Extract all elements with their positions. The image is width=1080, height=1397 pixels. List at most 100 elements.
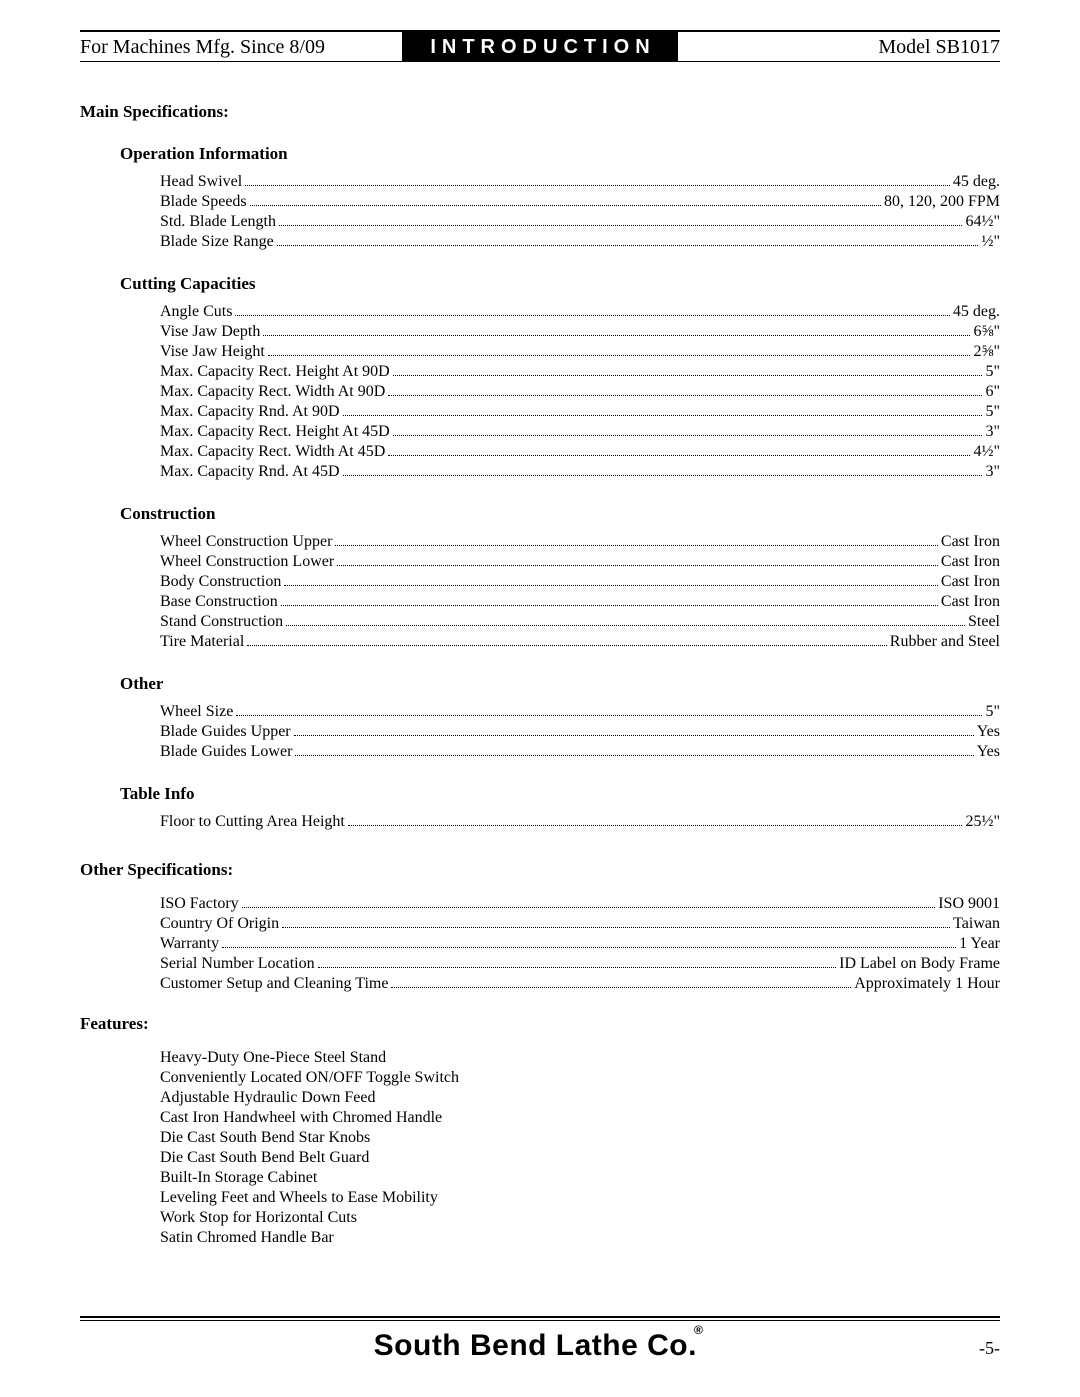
spec-row: Blade Speeds 80, 120, 200 FPM bbox=[160, 192, 1000, 212]
spec-label: Max. Capacity Rect. Width At 90D bbox=[160, 382, 385, 402]
spec-label: Wheel Construction Lower bbox=[160, 552, 334, 572]
leader-dots bbox=[268, 355, 971, 356]
spec-value: Rubber and Steel bbox=[890, 632, 1000, 652]
leader-dots bbox=[247, 645, 887, 646]
spec-label: Wheel Construction Upper bbox=[160, 532, 332, 552]
spec-value: Cast Iron bbox=[941, 532, 1000, 552]
features-title: Features: bbox=[80, 1014, 1000, 1034]
header-center: INTRODUCTION bbox=[402, 32, 677, 62]
spec-row: Body Construction Cast Iron bbox=[160, 572, 1000, 592]
spec-value: 1 Year bbox=[959, 934, 1000, 954]
leader-dots bbox=[295, 755, 973, 756]
spec-label: Blade Speeds bbox=[160, 192, 247, 212]
spec-value: Cast Iron bbox=[941, 572, 1000, 592]
spec-value: 3" bbox=[985, 422, 1000, 442]
footer: South Bend Lathe Co.® -5- bbox=[80, 1316, 1000, 1363]
registered-icon: ® bbox=[694, 1323, 703, 1337]
spec-value: 2⅝" bbox=[973, 342, 1000, 362]
spec-row: Head Swivel 45 deg. bbox=[160, 172, 1000, 192]
spec-value: Approximately 1 Hour bbox=[854, 974, 1000, 994]
spec-label: Warranty bbox=[160, 934, 219, 954]
spec-value: Yes bbox=[977, 742, 1000, 762]
feature-item: Conveniently Located ON/OFF Toggle Switc… bbox=[160, 1068, 1000, 1088]
leader-dots bbox=[294, 735, 974, 736]
spec-row: Vise Jaw Depth 6⅝" bbox=[160, 322, 1000, 342]
subsection-title: Table Info bbox=[120, 784, 1000, 804]
spec-row: Wheel Construction Lower Cast Iron bbox=[160, 552, 1000, 572]
spec-label: Head Swivel bbox=[160, 172, 242, 192]
spec-row: Max. Capacity Rect. Width At 45D4½" bbox=[160, 442, 1000, 462]
leader-dots bbox=[282, 927, 950, 928]
spec-value: Cast Iron bbox=[941, 552, 1000, 572]
leader-dots bbox=[391, 987, 851, 988]
spec-value: 3" bbox=[985, 462, 1000, 482]
spec-label: Blade Size Range bbox=[160, 232, 274, 252]
leader-dots bbox=[222, 947, 956, 948]
spec-label: Vise Jaw Depth bbox=[160, 322, 260, 342]
leader-dots bbox=[335, 545, 937, 546]
spec-row: Floor to Cutting Area Height25½" bbox=[160, 812, 1000, 832]
spec-label: Wheel Size bbox=[160, 702, 233, 722]
leader-dots bbox=[388, 455, 970, 456]
spec-value: Steel bbox=[968, 612, 1000, 632]
spec-row: Vise Jaw Height 2⅝" bbox=[160, 342, 1000, 362]
spec-label: Floor to Cutting Area Height bbox=[160, 812, 345, 832]
feature-item: Satin Chromed Handle Bar bbox=[160, 1228, 1000, 1248]
feature-item: Adjustable Hydraulic Down Feed bbox=[160, 1088, 1000, 1108]
spec-row: Wheel Size5" bbox=[160, 702, 1000, 722]
spec-value: 5" bbox=[985, 402, 1000, 422]
spec-value: Cast Iron bbox=[941, 592, 1000, 612]
spec-row: Tire MaterialRubber and Steel bbox=[160, 632, 1000, 652]
leader-dots bbox=[337, 565, 938, 566]
leader-dots bbox=[279, 225, 962, 226]
leader-dots bbox=[242, 907, 936, 908]
spec-label: Stand Construction bbox=[160, 612, 283, 632]
spec-row: Warranty 1 Year bbox=[160, 934, 1000, 954]
spec-label: Max. Capacity Rect. Height At 90D bbox=[160, 362, 390, 382]
leader-dots bbox=[343, 415, 983, 416]
subsection-title: Cutting Capacities bbox=[120, 274, 1000, 294]
spec-label: Body Construction bbox=[160, 572, 281, 592]
spec-label: Serial Number Location bbox=[160, 954, 315, 974]
spec-value: 45 deg. bbox=[953, 172, 1000, 192]
leader-dots bbox=[348, 825, 963, 826]
feature-item: Leveling Feet and Wheels to Ease Mobilit… bbox=[160, 1188, 1000, 1208]
feature-item: Cast Iron Handwheel with Chromed Handle bbox=[160, 1108, 1000, 1128]
leader-dots bbox=[318, 967, 837, 968]
spec-row: Base Construction Cast Iron bbox=[160, 592, 1000, 612]
leader-dots bbox=[245, 185, 950, 186]
spec-value: 80, 120, 200 FPM bbox=[884, 192, 1000, 212]
leader-dots bbox=[393, 375, 983, 376]
spec-label: Vise Jaw Height bbox=[160, 342, 265, 362]
spec-label: Country Of Origin bbox=[160, 914, 279, 934]
spec-row: Max. Capacity Rect. Height At 90D 5" bbox=[160, 362, 1000, 382]
leader-dots bbox=[388, 395, 982, 396]
leader-dots bbox=[263, 335, 970, 336]
leader-dots bbox=[284, 585, 938, 586]
subsection-title: Other bbox=[120, 674, 1000, 694]
spec-row: Wheel Construction Upper Cast Iron bbox=[160, 532, 1000, 552]
spec-row: Blade Guides UpperYes bbox=[160, 722, 1000, 742]
spec-value: 64½" bbox=[965, 212, 1000, 232]
spec-value: 6⅝" bbox=[973, 322, 1000, 342]
spec-row: Max. Capacity Rect. Width At 90D6" bbox=[160, 382, 1000, 402]
feature-item: Die Cast South Bend Star Knobs bbox=[160, 1128, 1000, 1148]
spec-value: ISO 9001 bbox=[938, 894, 1000, 914]
spec-label: Base Construction bbox=[160, 592, 278, 612]
spec-value: 5" bbox=[985, 362, 1000, 382]
other-spec-title: Other Specifications: bbox=[80, 860, 1000, 880]
header-bar: For Machines Mfg. Since 8/09 INTRODUCTIO… bbox=[80, 30, 1000, 62]
spec-label: Max. Capacity Rnd. At 45D bbox=[160, 462, 340, 482]
spec-value: ½" bbox=[981, 232, 1000, 252]
feature-item: Built-In Storage Cabinet bbox=[160, 1168, 1000, 1188]
spec-value: 45 deg. bbox=[953, 302, 1000, 322]
spec-row: Angle Cuts45 deg. bbox=[160, 302, 1000, 322]
footer-brand-text: South Bend Lathe Co. bbox=[374, 1329, 697, 1362]
feature-item: Heavy-Duty One-Piece Steel Stand bbox=[160, 1048, 1000, 1068]
spec-row: ISO FactoryISO 9001 bbox=[160, 894, 1000, 914]
spec-label: Max. Capacity Rect. Height At 45D bbox=[160, 422, 390, 442]
spec-label: Blade Guides Upper bbox=[160, 722, 291, 742]
spec-row: Stand Construction Steel bbox=[160, 612, 1000, 632]
spec-value: ID Label on Body Frame bbox=[839, 954, 1000, 974]
spec-row: Std. Blade Length64½" bbox=[160, 212, 1000, 232]
